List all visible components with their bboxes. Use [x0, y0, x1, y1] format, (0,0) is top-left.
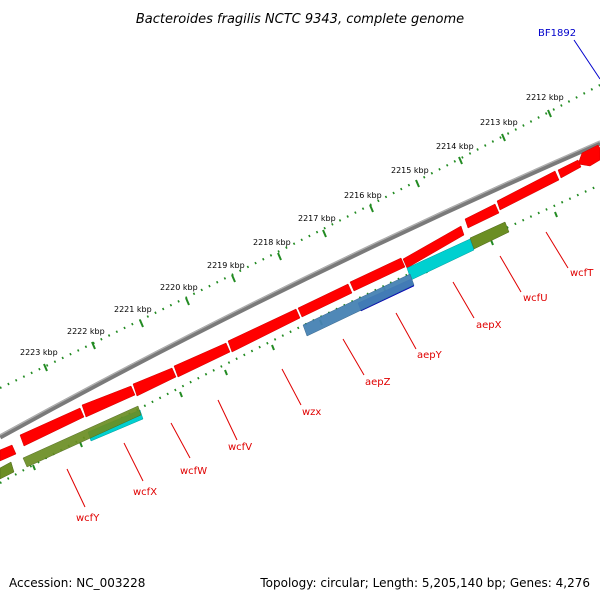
- leader-wcfV: [217, 399, 238, 441]
- gene-wcfY-feature[interactable]: [22, 405, 142, 468]
- gene-feature[interactable]: [402, 225, 465, 269]
- kbp-label: 2216 kbp: [344, 191, 382, 200]
- leader-wcfU: [499, 255, 522, 293]
- gene-label-wcfT: wcfT: [570, 268, 594, 279]
- gene-label-aepY: aepY: [417, 350, 443, 361]
- inner-tick: [224, 369, 228, 376]
- kbp-tick: [322, 229, 327, 238]
- kbp-tick: [547, 109, 552, 118]
- kbp-label: 2215 kbp: [391, 166, 429, 175]
- kbp-tick: [139, 319, 144, 328]
- kbp-tick: [231, 274, 236, 283]
- gene-aepZ-feature[interactable]: [302, 273, 415, 337]
- callout-line: [573, 39, 600, 80]
- gene-label-aepZ: aepZ: [365, 377, 391, 388]
- gene-feature[interactable]: [19, 407, 85, 447]
- gene-feature[interactable]: [81, 385, 136, 418]
- leader-aepZ: [342, 338, 365, 376]
- inner-tick: [179, 391, 183, 398]
- gene-label-wcfU: wcfU: [523, 293, 548, 304]
- kbp-tick: [91, 341, 96, 350]
- kbp-label: 2220 kbp: [160, 283, 198, 292]
- feature-lane-lower: [0, 221, 510, 480]
- kbp-label: 2219 kbp: [207, 261, 245, 270]
- gene-feature[interactable]: [557, 159, 582, 179]
- gene-leader-lines: [66, 231, 569, 508]
- gene-feature[interactable]: [496, 170, 560, 211]
- genome-backbone-highlight: [0, 140, 600, 436]
- kbp-label: 2222 kbp: [67, 327, 105, 336]
- kbp-labels: 2212 kbp 2213 kbp 2214 kbp 2215 kbp 2216…: [20, 93, 564, 357]
- gene-label-wcfY: wcfY: [76, 513, 100, 524]
- inner-tick: [271, 344, 275, 351]
- gene-feature[interactable]: [227, 308, 301, 353]
- kbp-label: 2214 kbp: [436, 142, 474, 151]
- gene-wcfY-left-feature[interactable]: [0, 461, 15, 480]
- leader-wcfT: [545, 231, 569, 269]
- gene-feature[interactable]: [173, 342, 231, 378]
- feature-lane-upper: [0, 144, 600, 462]
- gene-labels: wcfT wcfU aepX aepY aepZ wzx wcfV wcfW w…: [76, 268, 594, 524]
- leader-wzx: [281, 368, 302, 406]
- gene-label-aepX: aepX: [476, 320, 502, 331]
- gene-label-wcfW: wcfW: [180, 466, 207, 477]
- kbp-ruler-track: [0, 84, 600, 389]
- gene-label-wcfV: wcfV: [228, 442, 252, 453]
- kbp-label: 2217 kbp: [298, 214, 336, 223]
- kbp-tick: [415, 179, 420, 188]
- footer-accession: Accession: NC_003228: [9, 576, 146, 590]
- kbp-tick: [277, 252, 282, 261]
- leader-wcfW: [170, 422, 191, 459]
- kbp-label: 2213 kbp: [480, 118, 518, 127]
- leader-aepY: [395, 312, 417, 350]
- gene-wcfU-feature[interactable]: [469, 221, 510, 250]
- leader-aepX: [452, 281, 475, 319]
- map-title: Bacteroides fragilis NCTC 9343, complete…: [136, 12, 464, 27]
- kbp-label: 2221 kbp: [114, 305, 152, 314]
- leader-wcfX: [123, 442, 144, 482]
- leader-wcfY: [66, 468, 86, 508]
- callout-label: BF1892: [538, 28, 576, 39]
- gene-feature[interactable]: [132, 367, 177, 397]
- footer-summary: Topology: circular; Length: 5,205,140 bp…: [260, 576, 590, 590]
- gene-label-wcfX: wcfX: [133, 487, 157, 498]
- genome-backbone: [0, 140, 600, 440]
- inner-dotted-track: [0, 183, 600, 484]
- kbp-tick: [501, 133, 506, 142]
- gene-feature[interactable]: [464, 203, 500, 229]
- kbp-tick: [185, 297, 190, 306]
- kbp-label: 2212 kbp: [526, 93, 564, 102]
- kbp-tick: [369, 204, 374, 213]
- kbp-tick: [458, 156, 463, 165]
- gene-feature[interactable]: [0, 444, 17, 462]
- gene-feature[interactable]: [297, 283, 353, 318]
- kbp-major-ticks: [43, 109, 552, 372]
- inner-tick: [32, 464, 36, 471]
- kbp-label: 2218 kbp: [253, 238, 291, 247]
- kbp-label: 2223 kbp: [20, 348, 58, 357]
- gene-feature[interactable]: [349, 257, 406, 292]
- kbp-tick: [43, 363, 48, 372]
- gene-label-wzx: wzx: [302, 407, 321, 418]
- inner-tick: [554, 211, 558, 218]
